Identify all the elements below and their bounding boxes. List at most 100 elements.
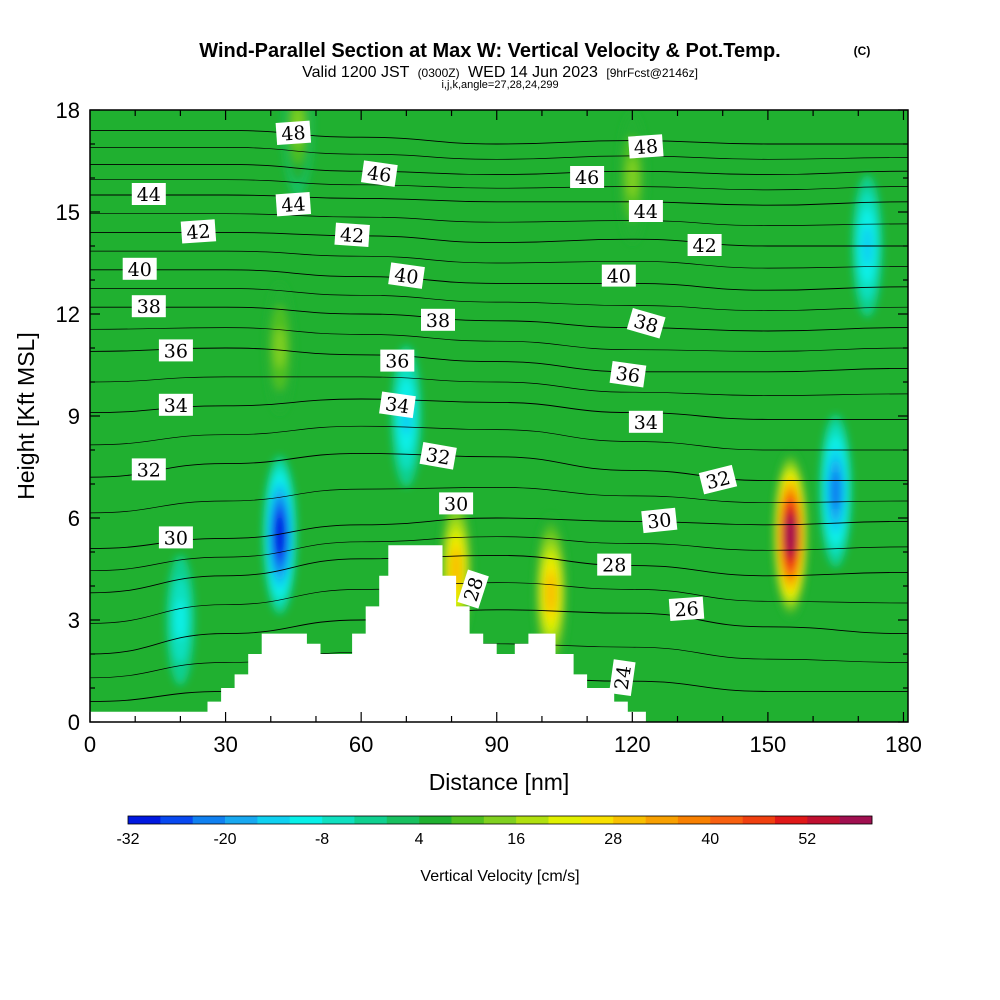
- subtitle-forecast: [9hrFcst@2146z]: [606, 66, 698, 80]
- theta-isoline-minor: [90, 376, 908, 396]
- theta-isoline: [90, 452, 908, 482]
- velocity-feature: [773, 451, 808, 619]
- theta-isoline: [90, 554, 908, 594]
- contour-label-box: [609, 659, 636, 697]
- contour-label-box: [131, 295, 166, 318]
- colorbar-swatch: [742, 816, 776, 824]
- colorbar-swatch: [807, 816, 840, 824]
- contour-label: 36: [380, 349, 415, 373]
- colorbar-tick-label: -8: [315, 831, 329, 848]
- contour-label-box: [668, 596, 705, 621]
- y-tick-label: 15: [56, 200, 80, 225]
- contour-label-box: [131, 183, 166, 205]
- contour-label: 24: [609, 659, 636, 697]
- theta-isoline: [90, 129, 908, 145]
- theta-isoline: [90, 609, 908, 655]
- contour-label-text: 30: [444, 493, 468, 515]
- contour-label-box: [122, 257, 157, 280]
- colorbar-swatch: [192, 816, 226, 824]
- chart-title: Wind-Parallel Section at Max W: Vertical…: [199, 40, 780, 62]
- contour-label-text: 36: [385, 351, 409, 373]
- contour-label-box: [597, 553, 632, 576]
- contour-label: 38: [421, 308, 455, 332]
- contour-label-box: [275, 120, 312, 145]
- contour-label-box: [180, 219, 217, 244]
- colorbar-swatch: [774, 816, 808, 824]
- colorbar-swatch: [548, 816, 582, 824]
- contour-label-text: 38: [426, 310, 450, 332]
- theta-isoline-minor: [90, 288, 908, 311]
- contour-label-box: [570, 166, 605, 188]
- velocity-feature: [819, 414, 852, 568]
- contour-label: 40: [122, 257, 157, 281]
- contour-label-text: 34: [164, 395, 188, 417]
- velocity-feature: [265, 282, 294, 414]
- colorbar-swatch: [322, 816, 355, 824]
- contour-label-text: 36: [164, 340, 188, 362]
- contour-label-text: 34: [384, 393, 411, 418]
- contour-label: 42: [334, 222, 370, 248]
- contour-label-box: [687, 234, 722, 256]
- velocity-feature: [618, 112, 647, 244]
- theta-isoline: [90, 163, 908, 176]
- contour-label: 44: [131, 183, 166, 206]
- y-axis-title: Height [Kft MSL]: [13, 332, 39, 499]
- theta-isoline-minor: [90, 536, 908, 572]
- x-tick-label: 0: [84, 732, 96, 757]
- x-tick-label: 150: [750, 732, 787, 757]
- theta-isoline-minor: [90, 582, 908, 624]
- velocity-feature: [166, 554, 195, 686]
- contour-label-text: 44: [137, 184, 161, 206]
- colorbar: [127, 815, 873, 825]
- contour-label-text: 44: [634, 201, 658, 223]
- x-tick-label: 180: [885, 732, 922, 757]
- x-tick-label: 120: [614, 732, 651, 757]
- colorbar-swatch: [580, 816, 614, 824]
- contour-label-text: 34: [634, 412, 658, 434]
- contour-label-box: [379, 391, 416, 419]
- contour-label: 44: [275, 192, 312, 217]
- contour-label-box: [628, 200, 663, 222]
- colorbar-swatch: [613, 816, 646, 824]
- contour-label-text: 42: [186, 221, 212, 245]
- colorbar-title: Vertical Velocity [cm/s]: [420, 868, 579, 885]
- contour-label-box: [626, 307, 666, 339]
- colorbar-swatch: [451, 816, 485, 824]
- contour-label-box: [275, 192, 312, 217]
- contour-label-text: 44: [281, 193, 307, 217]
- theta-isoline-minor: [90, 250, 908, 269]
- contour-label: 46: [570, 166, 605, 189]
- theta-isoline-minor: [90, 425, 908, 451]
- chart-subtitle-indices: i,j,k,angle=27,28,24,299: [441, 79, 558, 91]
- contour-label-box: [158, 393, 193, 416]
- contour-label: 36: [609, 360, 647, 388]
- colorbar-swatch: [645, 816, 679, 824]
- plot-background: [90, 110, 908, 722]
- colorbar-tick-label: 16: [507, 831, 525, 848]
- contour-label: 32: [419, 442, 457, 470]
- terrain-mask: [90, 545, 908, 722]
- contour-label-box: [421, 308, 455, 331]
- contour-label-text: 42: [339, 224, 365, 248]
- theta-isoline: [90, 269, 908, 291]
- contour-label-text: 38: [137, 296, 161, 318]
- contour-label: 28: [597, 553, 632, 577]
- subtitle-date: WED 14 Jun 2023: [468, 64, 598, 81]
- contour-label: 34: [158, 393, 193, 417]
- contour-label-text: 48: [633, 136, 659, 160]
- contour-label-box: [360, 160, 398, 187]
- contour-label-text: 46: [575, 167, 599, 189]
- y-tick-label: 9: [68, 404, 80, 429]
- contour-label: 42: [687, 234, 722, 257]
- colorbar-tick-label: -32: [116, 831, 139, 848]
- x-tick-label: 90: [484, 732, 508, 757]
- contour-label: 30: [158, 526, 193, 549]
- colorbar-swatch: [225, 816, 258, 824]
- contour-label-text: 30: [164, 527, 188, 549]
- contour-label-text: 32: [424, 444, 452, 470]
- x-tick-label: 60: [349, 732, 373, 757]
- theta-isoline: [90, 231, 908, 247]
